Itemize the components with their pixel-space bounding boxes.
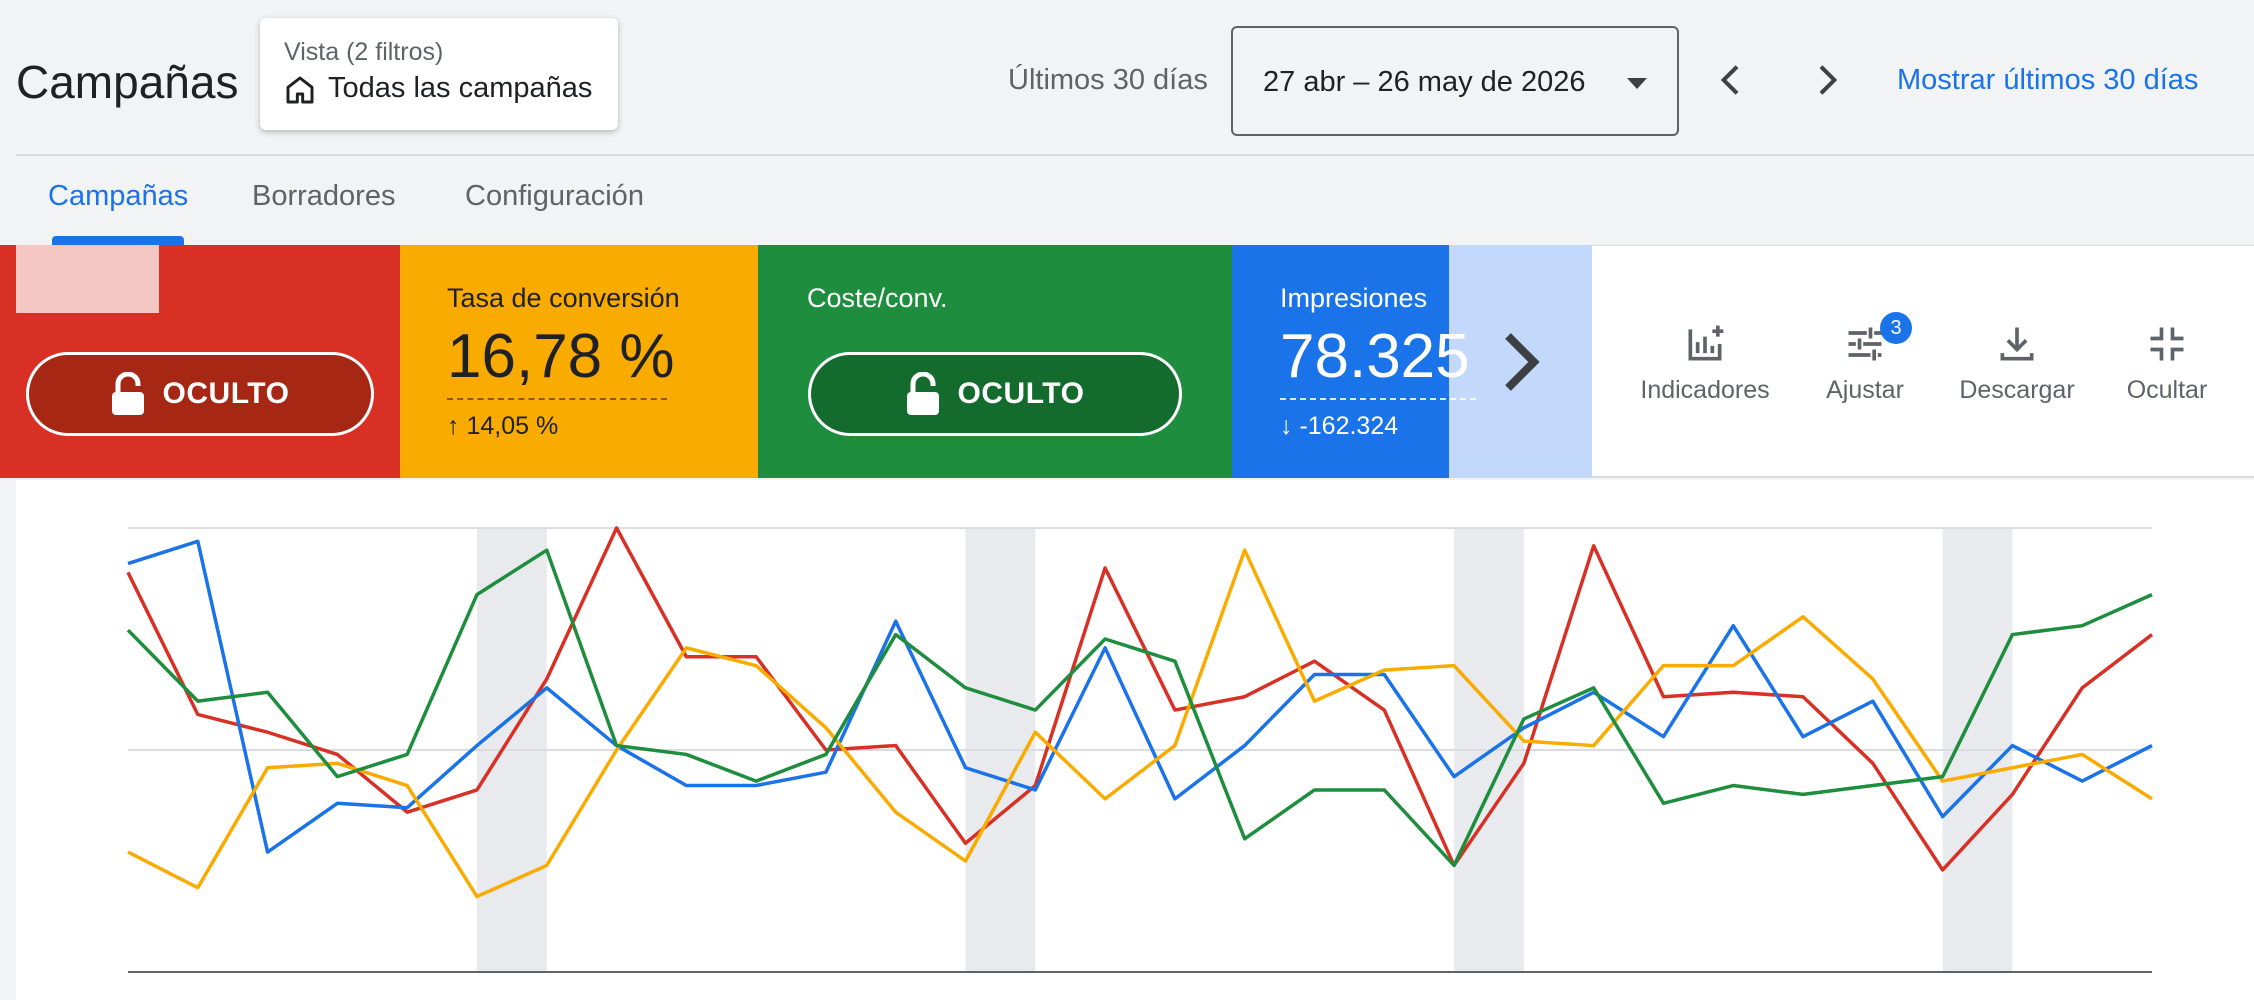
scorecard-red-tab bbox=[16, 245, 159, 313]
download-button[interactable]: Descargar bbox=[1942, 322, 2092, 405]
show-last-30-days-link[interactable]: Mostrar últimos 30 días bbox=[1897, 64, 2199, 96]
delta-value: -162.324 bbox=[1299, 412, 1399, 440]
arrow-up-icon: ↑ bbox=[447, 412, 467, 440]
home-icon bbox=[286, 76, 314, 104]
date-range-select[interactable]: 27 abr – 26 may de 2026 bbox=[1231, 26, 1679, 136]
previous-period-button[interactable] bbox=[1712, 60, 1752, 100]
series-orange-line bbox=[127, 548, 2153, 899]
add-chart-icon bbox=[1688, 325, 1724, 361]
conversion-rate-delta: ↑ 14,05 % bbox=[447, 412, 558, 441]
hide-button[interactable]: Ocultar bbox=[2092, 322, 2242, 405]
page-title: Campañas bbox=[16, 56, 239, 108]
hidden-metric-pill[interactable]: OCULTO bbox=[26, 352, 374, 436]
adjust-label: Ajustar bbox=[1826, 376, 1904, 404]
hidden-label: OCULTO bbox=[957, 377, 1085, 410]
scorecard-conversion-rate[interactable] bbox=[400, 245, 758, 478]
indicators-button[interactable]: Indicadores bbox=[1630, 322, 1780, 405]
tab-settings[interactable]: Configuración bbox=[465, 180, 644, 212]
performance-chart bbox=[16, 480, 2254, 1000]
next-period-button[interactable] bbox=[1806, 60, 1846, 100]
chevron-down-icon bbox=[1627, 78, 1647, 89]
tab-drafts[interactable]: Borradores bbox=[252, 180, 396, 212]
conversion-rate-value: 16,78 % bbox=[447, 322, 675, 391]
metric-underline bbox=[447, 398, 667, 400]
download-label: Descargar bbox=[1959, 376, 2075, 404]
view-label: Vista (2 filtros) bbox=[284, 38, 444, 66]
adjust-count-badge: 3 bbox=[1880, 312, 1912, 344]
collapse-icon bbox=[2150, 327, 2184, 361]
chevron-right-icon[interactable] bbox=[1496, 330, 1546, 394]
impressions-label: Impresiones bbox=[1280, 283, 1428, 313]
hidden-label: OCULTO bbox=[162, 377, 290, 410]
series-green-line bbox=[126, 548, 2153, 868]
delta-value: 14,05 % bbox=[466, 412, 559, 440]
hidden-metric-pill[interactable]: OCULTO bbox=[808, 352, 1182, 436]
header-divider bbox=[16, 154, 2254, 156]
scorecard-impressions[interactable] bbox=[1232, 245, 1449, 478]
date-range-value: 27 abr – 26 may de 2026 bbox=[1263, 66, 1586, 98]
impressions-value: 78.325 bbox=[1280, 322, 1470, 391]
adjust-button[interactable]: Ajustar bbox=[1790, 322, 1940, 405]
active-tab-indicator bbox=[52, 236, 184, 245]
series-red-line bbox=[126, 526, 2154, 872]
indicators-label: Indicadores bbox=[1640, 376, 1770, 404]
series-blue-line bbox=[127, 539, 2153, 854]
cost-per-conversion-label: Coste/conv. bbox=[807, 283, 948, 313]
hide-label: Ocultar bbox=[2126, 376, 2208, 404]
tune-icon bbox=[1848, 327, 1882, 361]
lock-icon bbox=[906, 372, 939, 415]
impressions-delta: ↓ -162.324 bbox=[1280, 412, 1398, 441]
metric-underline bbox=[1280, 398, 1476, 400]
period-label: Últimos 30 días bbox=[1008, 64, 1208, 96]
download-icon bbox=[2000, 327, 2034, 361]
view-selector[interactable]: Vista (2 filtros) Todas las campañas bbox=[260, 18, 618, 130]
performance-chart-svg bbox=[126, 526, 2154, 973]
lock-icon bbox=[111, 372, 144, 415]
conversion-rate-label: Tasa de conversión bbox=[447, 283, 680, 313]
view-value: Todas las campañas bbox=[328, 72, 593, 104]
arrow-down-icon: ↓ bbox=[1280, 412, 1300, 440]
tab-campaigns[interactable]: Campañas bbox=[48, 180, 189, 212]
scorecard-overflow-fade bbox=[1449, 245, 1592, 478]
